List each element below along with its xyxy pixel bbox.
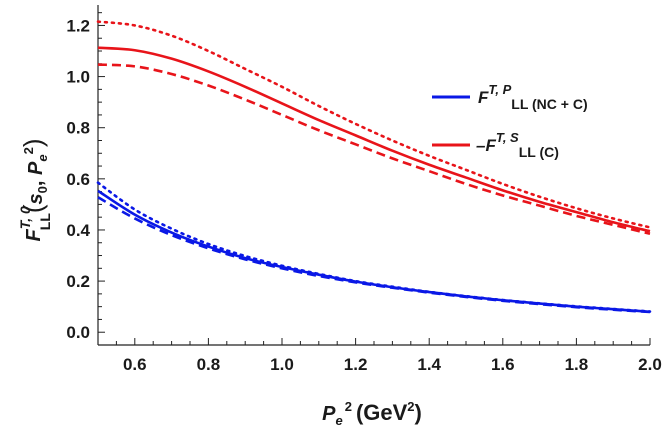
y-tick-label: 0.4 xyxy=(66,221,90,240)
y-axis-label: FT, 0 LL(s0, Pe2) xyxy=(17,138,53,241)
red-dashed-curve xyxy=(97,63,651,236)
x-tick-label: 1.0 xyxy=(270,355,294,374)
legend: FT, PLL (NC + C) –FT, SLL (C) xyxy=(432,82,588,160)
x-axis-label: Pe2 (GeV2) xyxy=(322,399,422,428)
red-dotted-curve xyxy=(96,20,652,229)
series-lines xyxy=(96,20,652,314)
y-axis-ticks: 0.0 0.2 0.4 0.6 0.8 1.0 1.2 xyxy=(66,12,105,346)
x-tick-label: 1.4 xyxy=(417,355,441,374)
y-tick-label: 1.2 xyxy=(66,16,90,35)
red-solid-curve xyxy=(97,46,651,233)
y-tick-label: 0.2 xyxy=(66,272,90,291)
legend-label-fs: –FT, SLL (C) xyxy=(476,130,559,160)
blue-dotted-curve xyxy=(96,181,652,313)
x-tick-label: 1.2 xyxy=(344,355,368,374)
x-tick-label: 1.8 xyxy=(565,355,589,374)
legend-label-fp: FT, PLL (NC + C) xyxy=(478,82,588,112)
y-tick-label: 0.0 xyxy=(66,323,90,342)
plot-frame xyxy=(97,5,650,346)
x-tick-label: 2.0 xyxy=(638,355,662,374)
y-tick-label: 0.6 xyxy=(66,170,90,189)
x-tick-label: 0.8 xyxy=(197,355,221,374)
x-tick-label: 0.6 xyxy=(123,355,147,374)
y-tick-label: 0.8 xyxy=(66,119,90,138)
x-axis-ticks: 0.6 0.8 1.0 1.2 1.4 1.6 1.8 2.0 xyxy=(97,338,662,374)
y-tick-label: 1.0 xyxy=(66,68,90,87)
x-tick-label: 1.6 xyxy=(491,355,515,374)
